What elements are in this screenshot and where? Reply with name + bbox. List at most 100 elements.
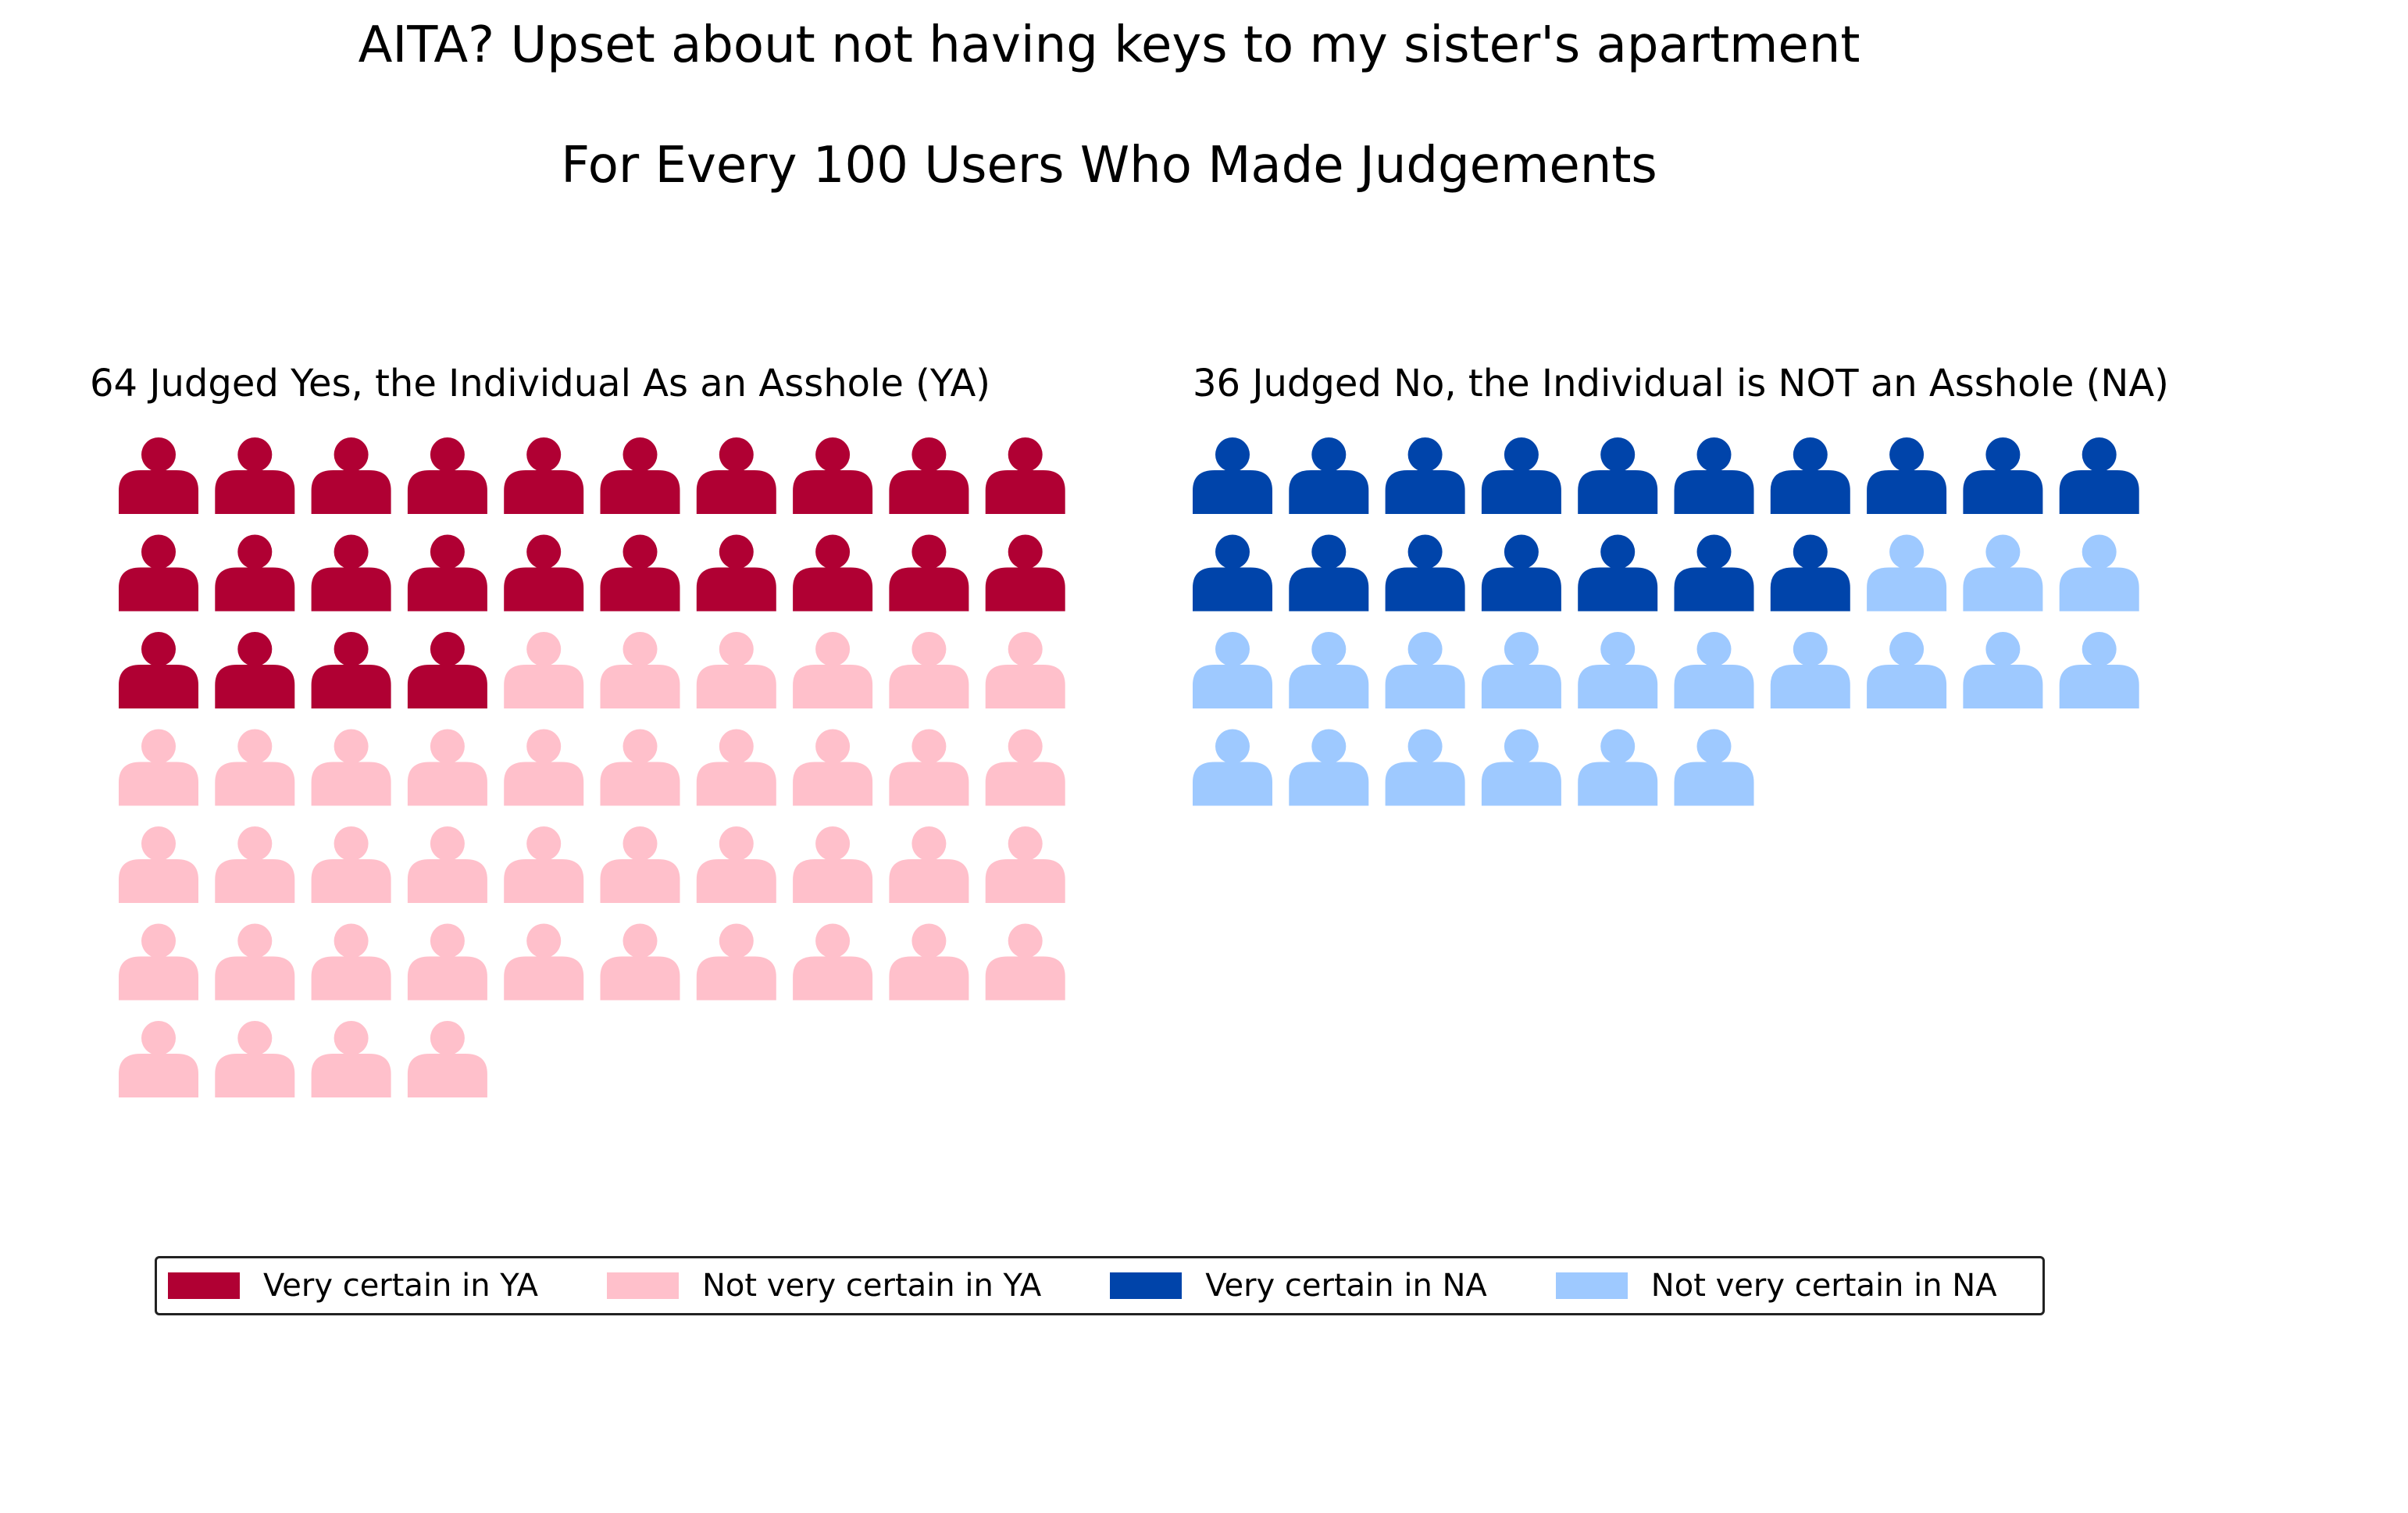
person-icon <box>696 923 776 1001</box>
legend-swatch <box>1555 1272 1628 1299</box>
person-icon <box>504 923 584 1001</box>
person-icon <box>1867 534 1947 612</box>
person-icon <box>215 826 295 903</box>
person-icon <box>2059 534 2139 612</box>
person-icon <box>985 729 1065 806</box>
person-icon <box>1867 437 1947 514</box>
person-icon <box>600 534 680 612</box>
person-icon <box>793 534 873 612</box>
person-icon <box>793 729 873 806</box>
person-icon <box>1481 534 1561 612</box>
person-icon <box>696 826 776 903</box>
person-icon <box>215 1021 295 1097</box>
person-icon <box>696 437 776 514</box>
person-icon <box>119 826 198 903</box>
person-icon <box>407 826 487 903</box>
person-icon <box>889 729 969 806</box>
person-icon <box>985 826 1065 903</box>
person-icon <box>215 437 295 514</box>
person-icon <box>407 534 487 612</box>
person-icon <box>1963 632 2043 708</box>
person-icon <box>311 826 391 903</box>
person-icon <box>696 729 776 806</box>
person-icon <box>407 923 487 1001</box>
person-icon <box>1578 632 1658 708</box>
person-icon <box>793 632 873 708</box>
person-icon <box>504 534 584 612</box>
person-icon <box>215 632 295 708</box>
person-icon <box>1481 437 1561 514</box>
person-icon <box>889 923 969 1001</box>
person-icon <box>1674 534 1754 612</box>
person-icon <box>985 923 1065 1001</box>
person-icon <box>1385 632 1465 708</box>
person-icon <box>1289 632 1369 708</box>
legend-swatch <box>607 1272 679 1299</box>
person-icon <box>311 534 391 612</box>
person-icon <box>1674 729 1754 806</box>
person-icon <box>1289 437 1369 514</box>
person-icon <box>407 632 487 708</box>
person-icon <box>504 632 584 708</box>
person-icon <box>600 826 680 903</box>
legend-label: Very certain in NA <box>1205 1268 1487 1304</box>
person-icon <box>119 729 198 806</box>
person-icon <box>407 729 487 806</box>
waffle-chart <box>119 437 2139 1097</box>
waffle-panel-na <box>1193 437 2139 806</box>
person-icon <box>1770 437 1850 514</box>
legend-label: Not very certain in YA <box>702 1268 1042 1304</box>
person-icon <box>696 632 776 708</box>
person-icon <box>793 923 873 1001</box>
person-icon <box>793 826 873 903</box>
person-icon <box>889 534 969 612</box>
legend-label: Not very certain in NA <box>1650 1268 1997 1304</box>
person-icon <box>407 1021 487 1097</box>
legend-swatch <box>168 1272 240 1299</box>
person-icon <box>600 632 680 708</box>
chart-subtitle: For Every 100 Users Who Made Judgements <box>561 137 1657 194</box>
person-icon <box>1385 729 1465 806</box>
legend-swatch <box>1110 1272 1183 1299</box>
person-icon <box>1867 632 1947 708</box>
person-icon <box>889 826 969 903</box>
person-icon <box>1963 534 2043 612</box>
person-icon <box>1770 632 1850 708</box>
waffle-panel-ya <box>119 437 1065 1097</box>
person-icon <box>119 534 198 612</box>
chart-title: AITA? Upset about not having keys to my … <box>358 16 1860 74</box>
person-icon <box>1674 632 1754 708</box>
person-icon <box>1193 534 1272 612</box>
person-icon <box>504 826 584 903</box>
person-icon <box>119 437 198 514</box>
legend-item-not-very-certain-ya: Not very certain in YA <box>607 1267 1041 1304</box>
person-icon <box>1578 437 1658 514</box>
person-icon <box>600 437 680 514</box>
person-icon <box>600 923 680 1001</box>
person-icon <box>504 437 584 514</box>
legend-item-very-certain-na: Very certain in NA <box>1110 1267 1487 1304</box>
person-icon <box>119 632 198 708</box>
person-icon <box>311 437 391 514</box>
person-icon <box>1963 437 2043 514</box>
person-icon <box>696 534 776 612</box>
person-icon <box>1578 729 1658 806</box>
person-icon <box>985 437 1065 514</box>
person-icon <box>600 729 680 806</box>
person-icon <box>215 534 295 612</box>
person-icon <box>985 632 1065 708</box>
person-icon <box>311 923 391 1001</box>
person-icon <box>1770 534 1850 612</box>
person-icon <box>311 632 391 708</box>
person-icon <box>215 923 295 1001</box>
person-icon <box>985 534 1065 612</box>
person-icon <box>311 729 391 806</box>
legend: Very certain in YA Not very certain in Y… <box>155 1256 2045 1315</box>
person-icon <box>1481 729 1561 806</box>
person-icon <box>504 729 584 806</box>
person-icon <box>1385 534 1465 612</box>
person-icon <box>2059 632 2139 708</box>
legend-label: Very certain in YA <box>263 1268 538 1304</box>
legend-item-not-very-certain-na: Not very certain in NA <box>1555 1267 1997 1304</box>
person-icon <box>1578 534 1658 612</box>
